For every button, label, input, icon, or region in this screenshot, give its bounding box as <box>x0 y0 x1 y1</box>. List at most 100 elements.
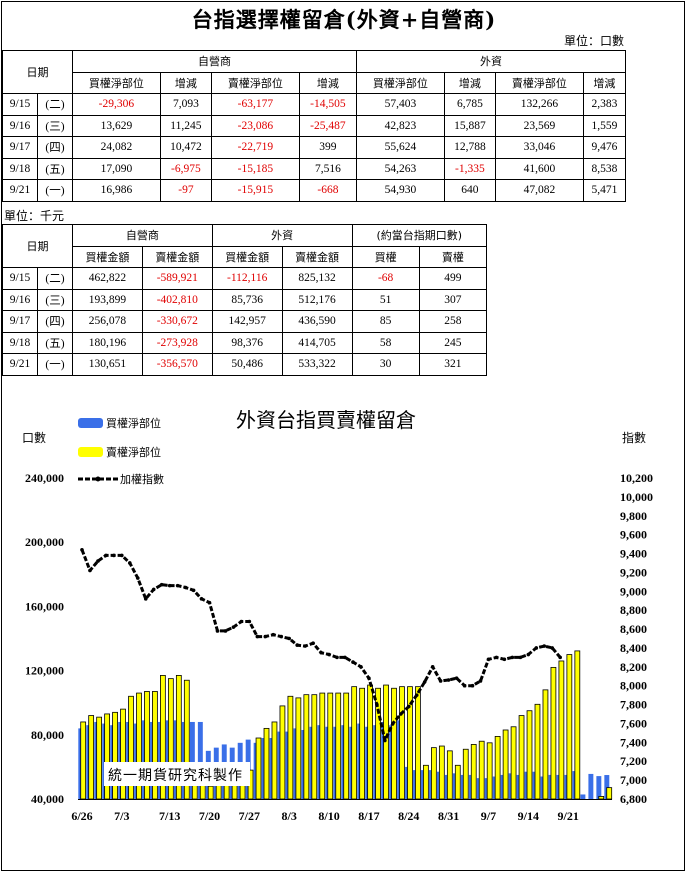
put-bar <box>550 666 557 800</box>
put-bar <box>399 686 405 800</box>
column-header: 增減 <box>443 71 496 94</box>
row-weekday: (一) <box>37 353 73 376</box>
y-tick-label-left: 240,000 <box>25 471 64 485</box>
index-point <box>558 655 562 660</box>
index-point <box>438 679 443 683</box>
table-cell: 1,559 <box>582 114 627 137</box>
index-point <box>223 629 228 633</box>
index-point <box>287 636 292 641</box>
put-bar <box>271 721 278 800</box>
table-cell: 16,986 <box>72 179 161 202</box>
table-row: 9/16 (三) 13,629 11,245 -23,086 -25,487 42,823 1… <box>2 114 627 137</box>
table-cell: 8,538 <box>582 157 627 180</box>
table-cell: 33,046 <box>494 136 584 159</box>
unit-label-amount: 單位：千元 <box>4 209 65 223</box>
index-point <box>80 547 84 552</box>
index-point <box>175 583 180 588</box>
table-row: 9/15 (二) 462,822 -589,921 -112,116 825,132 -68… <box>2 267 488 290</box>
column-header-row: 買權金額 賣權金額 買權金額 賣權金額 買權 賣權 <box>3 245 488 268</box>
put-bar <box>606 787 613 800</box>
table-cell: 256,078 <box>72 310 143 333</box>
table-cell: 6,785 <box>443 93 496 116</box>
put-bar <box>391 687 397 800</box>
call-bar <box>197 721 203 799</box>
legend-label-call: 買權淨部位 <box>106 416 161 430</box>
call-bar <box>189 721 195 799</box>
put-bar <box>335 692 342 800</box>
table-cell: 258 <box>418 310 488 333</box>
y-tick-label-left: 80,000 <box>31 728 64 742</box>
table-cell: 10,472 <box>159 136 212 159</box>
put-bar <box>486 742 493 800</box>
index-point <box>502 657 507 662</box>
table-cell: 54,263 <box>356 157 445 180</box>
table-cell: -1,335 <box>443 157 496 180</box>
dealer-group-header: 自營商 <box>72 224 213 247</box>
index-point <box>159 582 164 587</box>
put-bar <box>598 796 605 800</box>
index-point <box>375 702 379 707</box>
row-weekday: (二) <box>37 93 73 116</box>
index-point <box>510 655 515 660</box>
table-cell: 512,176 <box>281 288 353 311</box>
column-header: 增減 <box>298 71 358 94</box>
foreign-group-header: 外資 <box>211 224 353 247</box>
table-cell: 533,322 <box>281 353 353 376</box>
put-bar <box>104 713 110 800</box>
call-bar <box>580 794 586 799</box>
table-cell: 85 <box>351 310 420 333</box>
index-point <box>391 721 395 726</box>
table-cell: -29,306 <box>72 93 161 116</box>
put-bar <box>287 695 294 800</box>
y-tick-label-left: 160,000 <box>25 599 64 613</box>
table-cell: 58 <box>351 331 420 354</box>
table-cell: 180,196 <box>72 331 143 354</box>
put-bar <box>494 736 501 800</box>
index-point <box>351 660 355 664</box>
equiv-group-header: (約當台指期口數) <box>351 224 487 247</box>
index-point <box>422 680 427 684</box>
table-cell: 307 <box>418 288 488 311</box>
y-axis-label-left: 口數 <box>22 431 46 445</box>
column-header: 賣權 <box>418 245 488 268</box>
column-header: 賣權金額 <box>281 245 353 268</box>
index-point <box>279 634 284 639</box>
y-tick-label-right: 7,800 <box>620 698 647 712</box>
table-row: 9/16 (三) 193,899 -402,810 85,736 512,176 51 307 <box>2 288 488 311</box>
put-bar <box>343 692 350 800</box>
index-point <box>406 704 411 709</box>
table-cell: -68 <box>351 267 420 290</box>
put-bar <box>255 737 262 800</box>
x-tick-label: 6/26 <box>71 809 92 823</box>
put-bar <box>311 694 318 800</box>
y-tick-label-right: 6,800 <box>620 792 647 806</box>
y-tick-label-left: 40,000 <box>31 792 64 806</box>
table-cell: 47,082 <box>494 179 584 202</box>
table-cell: -112,116 <box>211 267 283 290</box>
table-cell: 130,651 <box>72 353 143 376</box>
table-cell: 13,629 <box>72 114 161 137</box>
index-point <box>104 553 108 558</box>
legend-swatch-call <box>78 418 103 428</box>
row-weekday: (三) <box>37 114 73 137</box>
index-point <box>191 588 196 593</box>
table-cell: 51 <box>351 288 420 311</box>
table-cell: 41,600 <box>494 157 584 180</box>
index-point <box>231 625 236 629</box>
row-date: 9/21 <box>2 179 38 202</box>
table-cell: -23,086 <box>210 114 300 137</box>
index-point <box>470 683 475 688</box>
index-point <box>414 693 419 697</box>
table-row: 9/17 (四) 256,078 -330,672 142,957 436,590 85 25… <box>2 310 488 333</box>
index-point <box>167 583 172 588</box>
row-date: 9/18 <box>2 331 38 354</box>
row-weekday: (四) <box>37 310 73 333</box>
y-tick-label-right: 7,600 <box>620 716 647 730</box>
legend-marker-index <box>95 476 101 482</box>
put-bar <box>359 687 366 800</box>
table-cell: 7,516 <box>298 157 358 180</box>
table-cell: 825,132 <box>281 267 353 290</box>
table-cell: -25,487 <box>298 114 358 137</box>
index-point <box>207 600 212 605</box>
